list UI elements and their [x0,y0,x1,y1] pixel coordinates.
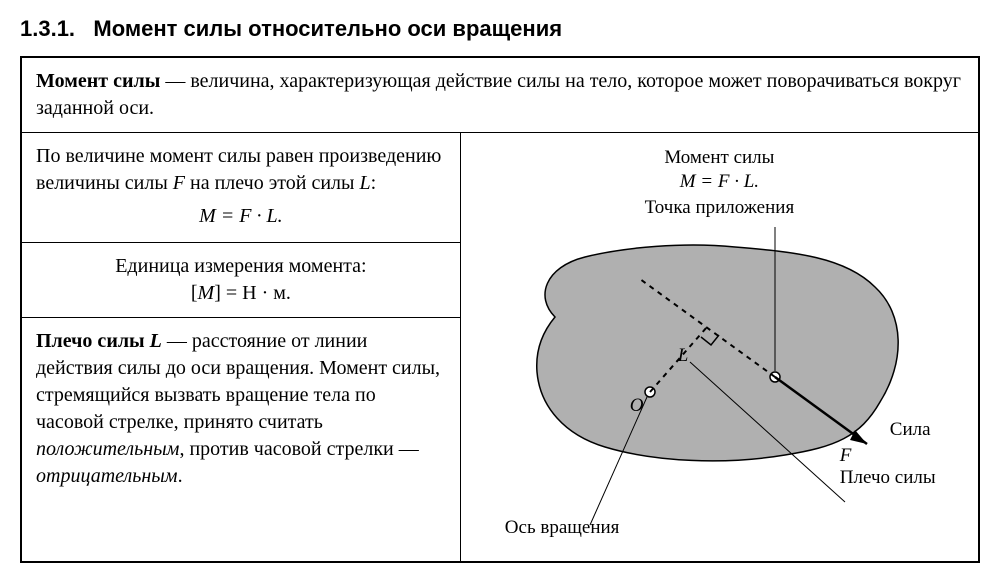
arm-term: Плечо силы [36,330,150,352]
unit-cell: Единица измерения момента: [M] = Н · м. [22,243,460,318]
magnitude-cell: По величине момент силы равен про­изведе… [22,133,460,243]
arm-var-l: L [150,330,162,352]
heading-number: 1.3.1. [20,16,75,41]
diag-l-label: L [678,345,689,368]
content-table: Момент силы — величина, характеризующая … [20,56,980,563]
diagram-cell: Момент силы M = F · L. Точка приложения [460,133,979,563]
definition-text: — величина, характеризующая действие сил… [36,70,961,119]
arm-text-b: , против часовой стрелки — [179,438,418,460]
cell1-text-c: : [371,172,377,194]
left-column: По величине момент силы равен про­изведе… [21,133,460,563]
arm-cell: Плечо силы L — расстояние от линии дейст… [22,318,460,501]
unit-label: Единица измерения момента: [36,253,446,280]
heading-title: Момент силы относительно оси вращения [93,16,562,41]
definition-term: Момент силы [36,70,160,92]
arm-text-c: . [178,465,183,487]
diag-force-label: Сила [890,419,931,442]
cell1-text-b: на плечо этой силы [185,172,359,194]
diag-o-label: O [630,395,644,418]
cell1-var-l: L [359,172,370,194]
diagram: Момент силы M = F · L. Точка приложения [475,147,964,547]
diag-arm-label: Плечо силы [840,467,936,490]
left-inner-table: По величине момент силы равен про­изведе… [22,133,460,500]
arm-positive: положительным [36,438,179,460]
diag-f-label: F [840,445,852,468]
moment-formula: M = F · L. [36,203,446,230]
cell1-var-f: F [173,172,185,194]
unit-formula: [M] = Н · м. [36,280,446,307]
definition-cell: Момент силы — величина, характеризующая … [21,57,979,133]
diag-axis-label: Ось вращения [505,517,620,540]
arm-negative: отрицательным [36,465,178,487]
